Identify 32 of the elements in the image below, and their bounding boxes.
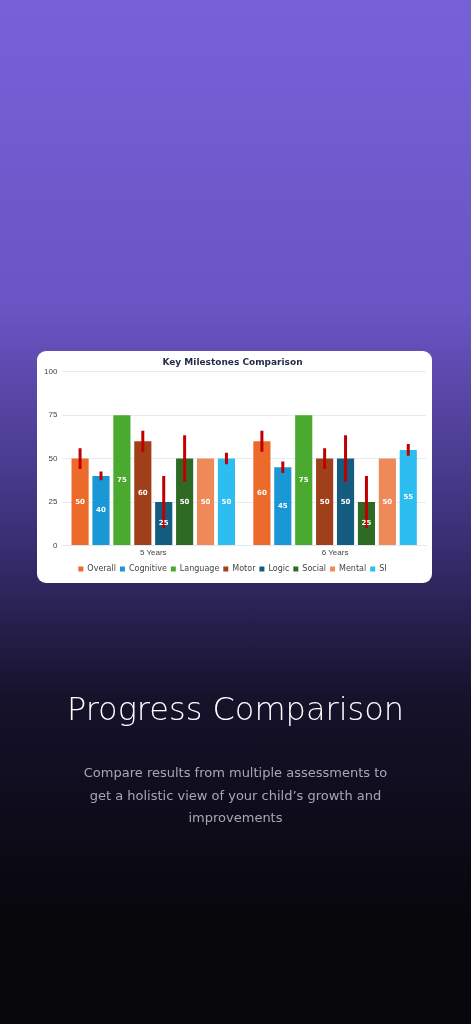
legend-label: Overall [87, 564, 116, 574]
bar [71, 458, 89, 545]
bar [134, 441, 152, 545]
bar [274, 467, 292, 545]
y-tick-label: 100 [43, 367, 58, 376]
x-tick-label: 5 Years [139, 548, 167, 558]
bar [196, 458, 215, 545]
bar [399, 449, 417, 545]
legend-label: Social [302, 564, 327, 574]
bar [217, 458, 236, 545]
bar [316, 458, 334, 545]
y-tick-label: 75 [48, 410, 58, 420]
text: Compare results from multiple assessments to get a holistic view of your child’s growth and improvements [82, 764, 389, 827]
legend-label: Motor [232, 564, 257, 574]
x-tick-label: 6 Years [321, 548, 349, 558]
bar [92, 475, 110, 545]
bar [176, 458, 194, 545]
y-tick-label: 25 [48, 497, 58, 507]
legend-label: Mental [339, 564, 367, 574]
bar [253, 441, 271, 545]
legend-label: SI [379, 564, 387, 574]
bar [113, 415, 131, 545]
bar [378, 458, 396, 545]
legend-label: Language [179, 564, 220, 574]
legend-label: Cognitive [128, 564, 167, 574]
bar [295, 415, 313, 545]
y-tick-label: 50 [48, 453, 58, 463]
legend-label: Logic [268, 564, 290, 574]
chart-title: Key Milestones Comparison [162, 356, 303, 367]
y-tick-label: 0 [52, 540, 58, 550]
text: Progress Comparison [65, 690, 406, 728]
bar [336, 458, 355, 545]
